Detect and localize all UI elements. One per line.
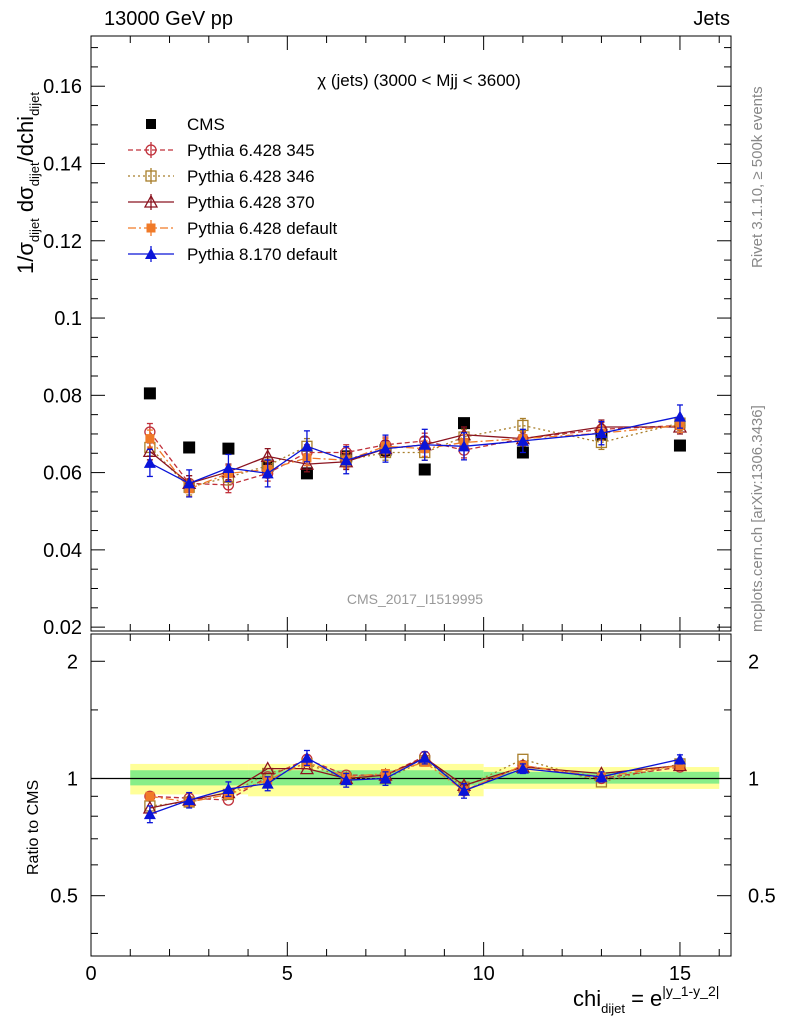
series-line (149, 424, 681, 490)
ratio-plot-frame (90, 633, 732, 957)
data-marker (595, 770, 608, 782)
legend-label: CMS (187, 115, 225, 134)
data-marker (340, 774, 353, 786)
data-marker (595, 427, 608, 439)
data-marker (675, 760, 685, 770)
x-tick-label: 5 (282, 963, 293, 985)
data-marker (418, 463, 431, 476)
data-marker (261, 777, 274, 789)
data-marker (145, 170, 157, 182)
legend-label: Pythia 6.428 370 (187, 193, 315, 212)
series-line (149, 426, 680, 485)
x-axis-label: chidijet = e|y_1-y_2| (573, 983, 719, 1016)
data-marker (145, 434, 155, 444)
data-marker (299, 456, 315, 470)
y-tick-label: 0.02 (43, 617, 82, 639)
data-marker (458, 440, 471, 452)
data-marker (299, 761, 315, 775)
header-right-label: Jets (693, 8, 730, 30)
data-marker (300, 440, 313, 452)
data-marker (143, 387, 156, 400)
series-pythia-8-170-default (143, 404, 686, 498)
x-tick-label: 15 (669, 963, 691, 985)
data-marker (516, 762, 529, 774)
series-line (149, 424, 680, 486)
x-tick-label: 10 (473, 963, 495, 985)
data-marker (300, 467, 313, 480)
legend-label: Pythia 8.170 default (187, 245, 338, 264)
y-tick-label: 0.1 (54, 308, 82, 330)
data-marker (145, 791, 155, 801)
series-line (149, 757, 681, 815)
ratio-y-axis-label: Ratio to CMS (25, 780, 42, 875)
series-line (149, 755, 681, 801)
series-line (149, 415, 681, 485)
ratio-y-tick-label-right: 0.5 (748, 886, 776, 908)
data-marker (183, 477, 196, 489)
chart-title: χ (jets) (3000 < Mjj < 3600) (317, 71, 521, 90)
data-marker (379, 772, 392, 784)
y-tick-label: 0.04 (43, 540, 82, 562)
y-tick-label: 0.08 (43, 385, 82, 407)
watermark-label: CMS_2017_I1519995 (347, 591, 483, 607)
data-marker (458, 417, 471, 430)
data-marker (145, 248, 157, 259)
series-line (149, 757, 681, 809)
data-marker (143, 808, 156, 820)
data-marker (145, 144, 157, 156)
legend-label: Pythia 6.428 346 (187, 167, 315, 186)
legend: CMS Pythia 6.428 345 Pythia 6.428 346 Pythi… (128, 115, 338, 264)
y-tick-label: 0.12 (43, 231, 82, 253)
data-marker (673, 410, 686, 422)
y-tick-label: 0.06 (43, 463, 82, 485)
legend-label: Pythia 6.428 345 (187, 141, 315, 160)
data-marker (260, 761, 275, 775)
data-marker (222, 782, 235, 794)
y-tick-label: 0.16 (43, 76, 82, 98)
header-left-label: 13000 GeV pp (104, 8, 233, 30)
series-line (149, 758, 681, 807)
data-marker (143, 456, 156, 468)
data-marker (516, 434, 529, 446)
y-axis-label: 1/σdijet dσdijet/dchidijet (13, 92, 42, 274)
data-marker (261, 467, 274, 479)
y-tick-label: 0.14 (43, 154, 82, 176)
data-marker (183, 441, 196, 454)
data-marker (340, 454, 353, 466)
ratio-y-tick-label: 2 (67, 651, 78, 673)
legend-label: Pythia 6.428 default (187, 219, 338, 238)
data-marker (673, 439, 686, 452)
data-marker (418, 438, 431, 450)
ratio-y-tick-label-right: 1 (748, 768, 759, 790)
data-marker (146, 119, 156, 129)
ratio-band-inner (130, 770, 249, 786)
data-marker (222, 442, 235, 455)
data-marker (379, 442, 392, 454)
main-plot-frame (90, 35, 732, 632)
series-pythia-8-170-default (143, 749, 686, 824)
data-marker (146, 223, 156, 233)
data-marker (418, 751, 431, 763)
series-line (149, 761, 681, 803)
ratio-y-tick-label: 1 (67, 768, 78, 790)
data-marker (300, 751, 313, 763)
ratio-y-tick-label-right: 2 (748, 651, 759, 673)
data-marker (673, 753, 686, 765)
series-pythia-6-428-346 (144, 415, 686, 496)
data-marker (458, 784, 471, 796)
x-tick-label: 0 (85, 963, 96, 985)
ratio-y-tick-label: 0.5 (50, 886, 78, 908)
data-marker (143, 194, 159, 208)
data-marker (183, 794, 196, 806)
data-marker (222, 461, 235, 473)
